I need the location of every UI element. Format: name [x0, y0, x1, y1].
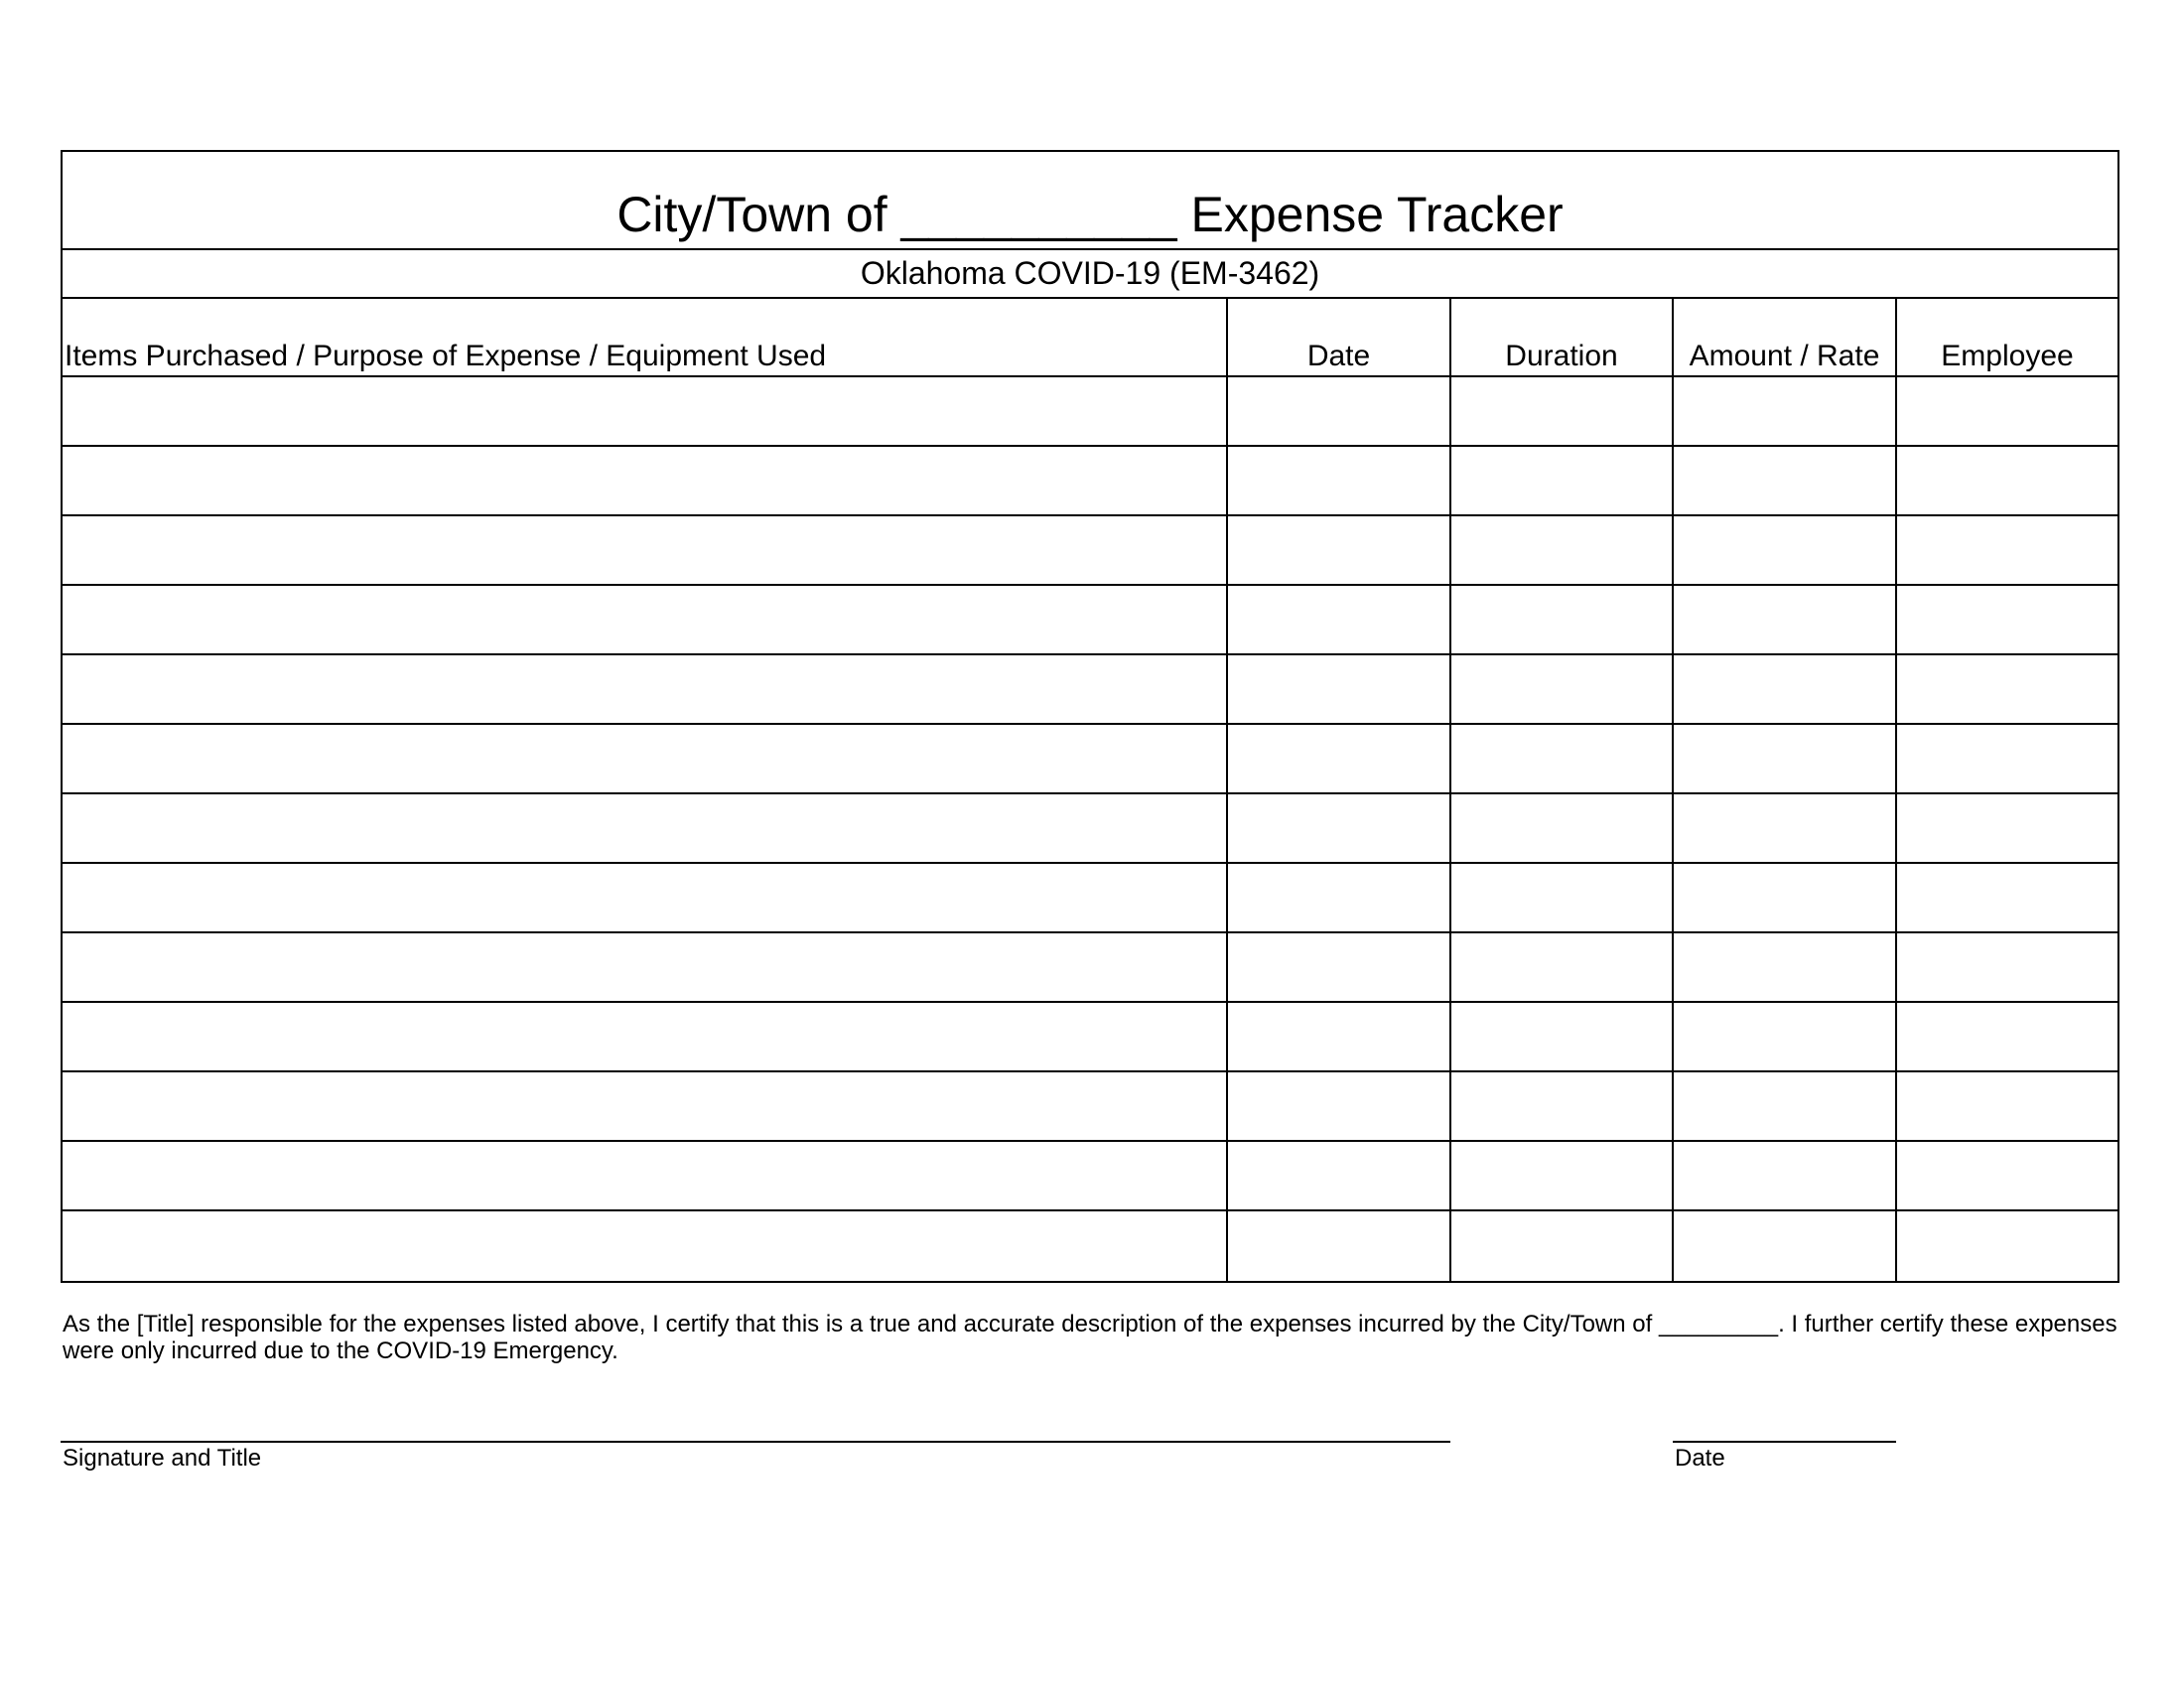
cell-amount[interactable]	[1674, 725, 1897, 792]
table-row	[63, 933, 2117, 1003]
cell-duration[interactable]	[1451, 1003, 1674, 1070]
cell-amount[interactable]	[1674, 864, 1897, 931]
table-row	[63, 516, 2117, 586]
cell-date[interactable]	[1228, 377, 1451, 445]
cell-employee[interactable]	[1897, 933, 2117, 1001]
cell-employee[interactable]	[1897, 794, 2117, 862]
cell-employee[interactable]	[1897, 655, 2117, 723]
cell-amount[interactable]	[1674, 933, 1897, 1001]
date-label: Date	[1675, 1445, 1725, 1472]
cell-items[interactable]	[63, 655, 1228, 723]
form-title: City/Town of __________ Expense Tracker	[63, 152, 2117, 250]
cell-amount[interactable]	[1674, 516, 1897, 584]
cell-duration[interactable]	[1451, 586, 1674, 653]
table-row	[63, 794, 2117, 864]
signature-label: Signature and Title	[63, 1445, 262, 1472]
cell-duration[interactable]	[1451, 794, 1674, 862]
cell-date[interactable]	[1228, 447, 1451, 514]
expense-table: City/Town of __________ Expense Tracker …	[61, 150, 2119, 1283]
cell-duration[interactable]	[1451, 377, 1674, 445]
cell-amount[interactable]	[1674, 1003, 1897, 1070]
table-row	[63, 1142, 2117, 1211]
cell-items[interactable]	[63, 864, 1228, 931]
date-line[interactable]	[1673, 1441, 1896, 1443]
cell-date[interactable]	[1228, 1211, 1451, 1281]
col-header-amount: Amount / Rate	[1674, 299, 1897, 375]
cell-date[interactable]	[1228, 933, 1451, 1001]
cell-items[interactable]	[63, 1142, 1228, 1209]
cell-date[interactable]	[1228, 864, 1451, 931]
cell-employee[interactable]	[1897, 447, 2117, 514]
col-header-date: Date	[1228, 299, 1451, 375]
header-row: Items Purchased / Purpose of Expense / E…	[63, 299, 2117, 377]
cell-duration[interactable]	[1451, 1211, 1674, 1281]
table-row	[63, 1072, 2117, 1142]
cell-amount[interactable]	[1674, 794, 1897, 862]
cell-amount[interactable]	[1674, 655, 1897, 723]
cell-amount[interactable]	[1674, 1072, 1897, 1140]
form-subtitle: Oklahoma COVID-19 (EM-3462)	[63, 250, 2117, 299]
col-header-employee: Employee	[1941, 340, 2074, 372]
cell-items[interactable]	[63, 377, 1228, 445]
cell-employee[interactable]	[1897, 586, 2117, 653]
cell-items[interactable]	[63, 1072, 1228, 1140]
cell-date[interactable]	[1228, 1142, 1451, 1209]
cell-employee[interactable]	[1897, 864, 2117, 931]
cell-items[interactable]	[63, 447, 1228, 514]
cell-items[interactable]	[63, 586, 1228, 653]
cell-duration[interactable]	[1451, 447, 1674, 514]
cell-amount[interactable]	[1674, 377, 1897, 445]
cell-date[interactable]	[1228, 725, 1451, 792]
signature-line[interactable]	[61, 1441, 1450, 1443]
cell-amount[interactable]	[1674, 586, 1897, 653]
table-row	[63, 1003, 2117, 1072]
cell-employee[interactable]	[1897, 1142, 2117, 1209]
cell-date[interactable]	[1228, 655, 1451, 723]
cell-date[interactable]	[1228, 1072, 1451, 1140]
cell-items[interactable]	[63, 1211, 1228, 1281]
col-header-duration: Duration	[1451, 299, 1674, 375]
cell-date[interactable]	[1228, 586, 1451, 653]
cell-amount[interactable]	[1674, 1211, 1897, 1281]
cell-employee[interactable]	[1897, 1003, 2117, 1070]
cell-employee[interactable]	[1897, 725, 2117, 792]
cell-amount[interactable]	[1674, 1142, 1897, 1209]
cell-employee[interactable]	[1897, 516, 2117, 584]
table-row	[63, 447, 2117, 516]
table-row	[63, 725, 2117, 794]
cell-amount[interactable]	[1674, 447, 1897, 514]
cell-employee[interactable]	[1897, 377, 2117, 445]
col-header-items: Items Purchased / Purpose of Expense / E…	[63, 299, 1228, 375]
cell-items[interactable]	[63, 725, 1228, 792]
cell-duration[interactable]	[1451, 933, 1674, 1001]
certification-text: As the [Title] responsible for the expen…	[63, 1311, 2117, 1364]
cell-duration[interactable]	[1451, 725, 1674, 792]
table-row	[63, 864, 2117, 933]
cell-items[interactable]	[63, 1003, 1228, 1070]
cell-duration[interactable]	[1451, 1072, 1674, 1140]
table-row	[63, 1211, 2117, 1281]
cell-items[interactable]	[63, 516, 1228, 584]
table-row	[63, 655, 2117, 725]
table-row	[63, 586, 2117, 655]
cell-duration[interactable]	[1451, 655, 1674, 723]
cell-employee[interactable]	[1897, 1072, 2117, 1140]
table-row	[63, 377, 2117, 447]
cell-duration[interactable]	[1451, 1142, 1674, 1209]
cell-items[interactable]	[63, 933, 1228, 1001]
cell-date[interactable]	[1228, 794, 1451, 862]
cell-duration[interactable]	[1451, 516, 1674, 584]
cell-date[interactable]	[1228, 1003, 1451, 1070]
cell-employee[interactable]	[1897, 1211, 2117, 1281]
cell-items[interactable]	[63, 794, 1228, 862]
cell-duration[interactable]	[1451, 864, 1674, 931]
cell-date[interactable]	[1228, 516, 1451, 584]
